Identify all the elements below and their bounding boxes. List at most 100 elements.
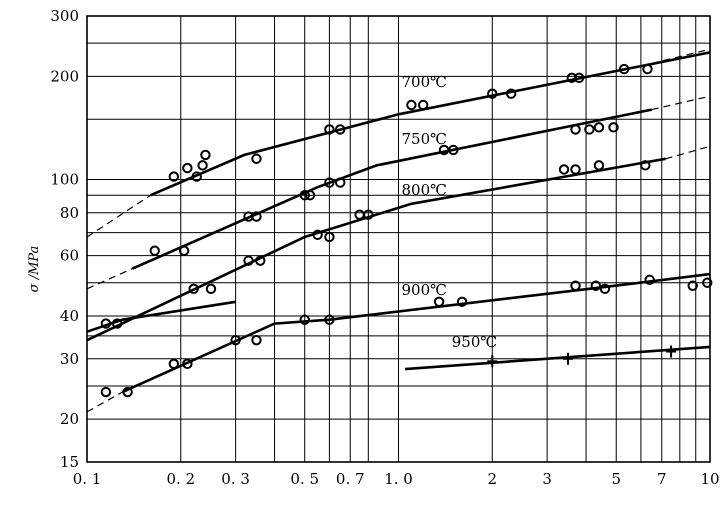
750c-point-7 (324, 177, 335, 188)
x-tick-label-7: 7 (657, 470, 667, 488)
700c-point-3 (191, 171, 202, 182)
700c-point-14 (573, 72, 585, 84)
series-5-point-8 (324, 314, 335, 325)
750c-point-4 (251, 211, 262, 222)
800c-point-7 (354, 209, 365, 220)
750c-point-8 (335, 177, 346, 188)
700c-point-2 (182, 162, 193, 174)
series-5-point-2 (122, 386, 133, 398)
750c-point-5 (299, 190, 310, 201)
700c-extrapolation-high (651, 48, 711, 65)
y-tick-label-200: 200 (50, 67, 79, 85)
700c-point-6 (251, 153, 262, 164)
700c-point-4 (197, 160, 208, 171)
700c-point-7 (324, 124, 335, 135)
x-tick-label-0-2: 0. 2 (166, 470, 195, 488)
x-tick-label-0-7: 0. 7 (336, 470, 365, 488)
800c-label: 800℃ (402, 181, 447, 199)
x-tick-label-3: 3 (542, 470, 552, 488)
900c-point-10 (702, 277, 713, 288)
750c-point-1 (149, 245, 160, 256)
900c-point-2 (111, 318, 123, 329)
grid (86, 15, 711, 463)
900c-label: 900℃ (402, 281, 447, 299)
700c-point-8 (335, 124, 346, 135)
x-tick-label-0-5: 0. 5 (290, 470, 319, 488)
800c-fit-line (86, 157, 666, 342)
800c-point-8 (363, 209, 374, 220)
900c-point-1 (100, 318, 112, 329)
y-tick-label-60: 60 (60, 247, 79, 265)
700c-label: 700℃ (402, 73, 447, 91)
y-tick-label-20: 20 (60, 410, 79, 428)
700c-point-10 (417, 99, 429, 111)
y-tick-label-30: 30 (60, 350, 79, 368)
700c-point-16 (642, 63, 653, 75)
x-axis-ticks: 0. 1 0. 2 0. 3 0. 5 0. 7 1. 0 2 3 5 7 10 (73, 470, 720, 488)
800c-point-11 (593, 160, 605, 171)
750c-extrapolation-high (651, 95, 711, 111)
x-tick-label-10: 10 (700, 470, 719, 488)
700c-point-15 (618, 63, 630, 75)
950c-fit-line (405, 345, 711, 371)
750c-label: 750℃ (402, 130, 447, 148)
700c-point-5 (200, 149, 211, 161)
750c-point-2 (178, 245, 190, 256)
series-5-point-1 (100, 386, 112, 398)
750c-extrapolation-low (86, 268, 133, 290)
series-5-point-3 (168, 358, 180, 370)
y-tick-label-300: 300 (50, 7, 79, 25)
700c-point-9 (406, 99, 417, 111)
950c-point-1 (487, 355, 498, 368)
750c-point-6 (304, 190, 316, 201)
series-5-point-5 (230, 334, 241, 346)
750c-fit-line (131, 108, 652, 270)
series-5-extrapolation-low (86, 391, 123, 413)
y-tick-label-80: 80 (60, 204, 79, 222)
y-tick-label-100: 100 (50, 171, 79, 189)
series-5-point-4 (182, 358, 193, 370)
y-axis-ticks: 15 20 30 40 60 80 100 200 300 (50, 7, 79, 471)
750c-point-10 (448, 144, 459, 156)
800c-extrapolation-high (665, 145, 711, 160)
x-tick-label-2: 2 (487, 470, 497, 488)
y-tick-label-15: 15 (60, 453, 79, 471)
series-5-fit-line (121, 272, 711, 394)
x-tick-label-5: 5 (611, 470, 621, 488)
y-axis-label: σ /MPa (27, 246, 42, 293)
series-labels: 700℃ 750℃ 800℃ 900℃ 950℃ (402, 73, 498, 351)
800c-point-4 (255, 255, 266, 266)
700c-point-11 (487, 88, 498, 99)
700c-point-13 (566, 72, 577, 84)
800c-point-5 (312, 229, 323, 241)
series-layer (86, 48, 713, 413)
950c-point-3 (666, 345, 677, 358)
800c-point-12 (640, 160, 651, 171)
700c-fit-line (150, 51, 711, 197)
900c-point-9 (687, 280, 698, 291)
700c-point-1 (168, 171, 180, 182)
950c-label: 950℃ (452, 333, 497, 351)
800c-point-3 (243, 255, 254, 266)
x-tick-label-1: 1. 0 (384, 470, 413, 488)
700c-extrapolation-low (86, 194, 151, 238)
750c-point-11 (570, 124, 581, 135)
series-5-point-7 (299, 314, 310, 325)
800c-point-2 (205, 283, 217, 295)
y-tick-label-40: 40 (60, 307, 79, 325)
x-tick-label-0-3: 0. 3 (221, 470, 250, 488)
800c-point-6 (324, 231, 335, 243)
700c-point-12 (505, 88, 517, 99)
900c-fit-line (86, 300, 236, 333)
x-tick-label-0-1: 0. 1 (73, 470, 102, 488)
750c-point-14 (608, 122, 619, 133)
800c-point-9 (558, 164, 570, 175)
750c-point-12 (584, 124, 595, 135)
series-5-point-6 (251, 334, 262, 346)
950c-point-2 (562, 352, 573, 365)
900c-point-4 (456, 296, 468, 307)
900c-point-6 (590, 280, 602, 291)
800c-point-1 (188, 283, 199, 295)
plot-frame (86, 15, 711, 463)
